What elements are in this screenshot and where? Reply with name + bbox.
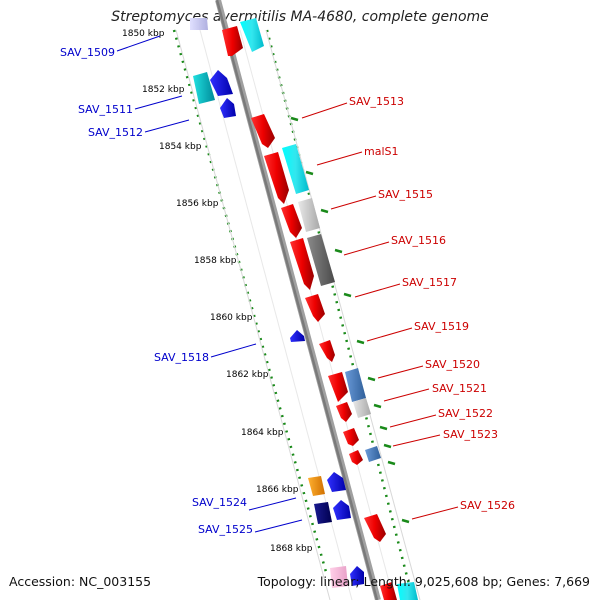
gene-label[interactable]: SAV_1517: [402, 276, 457, 289]
gene-feature: [365, 446, 381, 462]
gene-feature: [345, 368, 366, 402]
gene-feature: [380, 582, 397, 600]
gene-label[interactable]: SAV_1519: [414, 320, 469, 333]
scale-dotted-line: [172, 29, 328, 573]
gene-feature: [240, 18, 264, 52]
gene-feature: [305, 294, 325, 322]
gene-feature: [350, 566, 364, 586]
gene-feature: [190, 18, 208, 30]
gene-feature: [349, 450, 363, 465]
gene-label[interactable]: SAV_1515: [378, 188, 433, 201]
gene-feature: [314, 502, 332, 524]
scale-tick-label: 1856 kbp: [176, 199, 219, 209]
right-track-dashes: [290, 116, 410, 524]
gene-feature: [282, 144, 309, 194]
genome-backbone-core: [215, 0, 379, 600]
gene-feature: [343, 428, 359, 446]
gene-feature: [364, 514, 386, 542]
forward-labels: SAV_1513 malS1 SAV_1515 SAV_1516 SAV_151…: [349, 95, 515, 512]
track-outline-left: [175, 29, 331, 600]
gene-label[interactable]: SAV_1520: [425, 358, 480, 371]
gene-feature: [210, 70, 233, 96]
scale-tick-label: 1866 kbp: [256, 485, 299, 495]
gene-label[interactable]: SAV_1518: [154, 351, 209, 364]
gene-label[interactable]: SAV_1525: [198, 523, 253, 536]
reverse-labels: SAV_1509 SAV_1511 SAV_1512 SAV_1518 SAV_…: [60, 46, 253, 536]
gene-feature: [298, 198, 320, 232]
gene-feature: [264, 152, 289, 204]
gene-label[interactable]: SAV_1512: [88, 126, 143, 139]
gene-feature: [222, 26, 243, 56]
gene-feature: [290, 238, 314, 290]
gene-feature: [307, 234, 335, 286]
accession-text: Accession: NC_003155: [9, 574, 152, 589]
gene-feature: [193, 72, 215, 104]
gene-feature: [319, 340, 335, 362]
scale-tick-label: 1854 kbp: [159, 142, 202, 152]
genome-summary-text: Topology: linear; Length: 9,025,608 bp; …: [257, 574, 590, 589]
gene-label[interactable]: SAV_1522: [438, 407, 493, 420]
gene-label[interactable]: SAV_1526: [460, 499, 515, 512]
gene-feature: [328, 372, 348, 402]
gene-feature: [336, 402, 352, 422]
gene-label[interactable]: SAV_1513: [349, 95, 404, 108]
gene-feature: [327, 472, 346, 492]
scale-tick-label: 1852 kbp: [142, 85, 185, 95]
reverse-leader-lines: [116, 35, 303, 533]
gene-label[interactable]: SAV_1524: [192, 496, 247, 509]
scale-tick-label: 1860 kbp: [210, 313, 253, 323]
scale-labels: 1850 kbp 1852 kbp 1854 kbp 1856 kbp 1858…: [122, 29, 313, 554]
gene-feature: [290, 330, 305, 342]
gene-label[interactable]: SAV_1521: [432, 382, 487, 395]
gene-feature: [251, 114, 275, 148]
scale-tick-label: 1858 kbp: [194, 256, 237, 266]
gene-feature: [353, 398, 371, 418]
scale-tick-label: 1868 kbp: [270, 544, 313, 554]
gene-label[interactable]: malS1: [364, 145, 399, 158]
scale-tick-label: 1864 kbp: [241, 428, 284, 438]
gene-feature: [281, 204, 302, 238]
gene-label[interactable]: SAV_1511: [78, 103, 133, 116]
track-outline-right: [265, 29, 421, 600]
gene-feature: [308, 476, 325, 496]
gene-label[interactable]: SAV_1516: [391, 234, 446, 247]
gene-label[interactable]: SAV_1509: [60, 46, 115, 59]
gene-label[interactable]: SAV_1523: [443, 428, 498, 441]
scale-tick-label: 1850 kbp: [122, 29, 165, 39]
gene-feature: [333, 500, 351, 520]
scale-tick-label: 1862 kbp: [226, 370, 269, 380]
gene-features: [190, 18, 418, 600]
gene-feature: [330, 566, 348, 588]
gene-feature: [220, 98, 236, 118]
gene-feature: [397, 582, 418, 600]
forward-leader-lines: [301, 102, 459, 520]
